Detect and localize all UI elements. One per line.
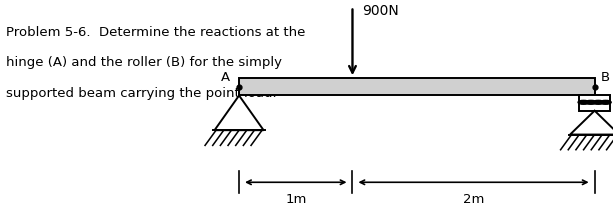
Text: Problem 5-6.  Determine the reactions at the: Problem 5-6. Determine the reactions at … [6, 26, 305, 39]
Polygon shape [215, 95, 264, 130]
Polygon shape [570, 111, 613, 135]
Circle shape [593, 100, 604, 104]
Text: 1m: 1m [285, 193, 306, 206]
Text: 2m: 2m [463, 193, 484, 206]
Text: B: B [601, 71, 610, 84]
Text: hinge (A) and the roller (B) for the simply: hinge (A) and the roller (B) for the sim… [6, 56, 282, 69]
Circle shape [578, 100, 589, 104]
Polygon shape [239, 78, 595, 95]
Text: A: A [221, 71, 230, 84]
Polygon shape [579, 95, 610, 111]
Text: 900N: 900N [362, 4, 398, 18]
Text: supported beam carrying the point load.: supported beam carrying the point load. [6, 87, 276, 100]
Circle shape [585, 100, 596, 104]
Circle shape [600, 100, 611, 104]
